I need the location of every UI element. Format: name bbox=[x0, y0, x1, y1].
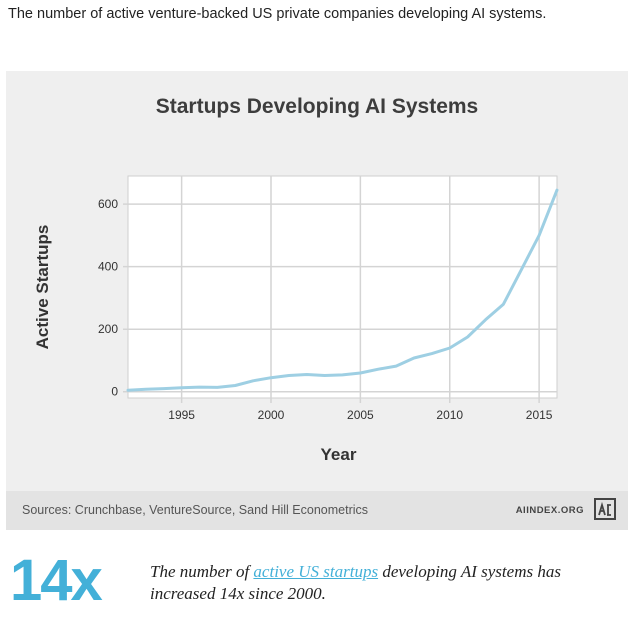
chart-title: Startups Developing AI Systems bbox=[155, 95, 479, 118]
series-line bbox=[126, 188, 559, 392]
y-tick-label: 200 bbox=[98, 322, 118, 336]
ai-index-logo-icon bbox=[594, 498, 616, 520]
y-axis-title: Active Startups bbox=[33, 225, 52, 350]
chart-footer: Sources: Crunchbase, VentureSource, Sand… bbox=[6, 491, 628, 530]
y-tick-label: 400 bbox=[98, 260, 118, 274]
stat-text-before: The number of bbox=[150, 562, 254, 581]
x-tick-label: 1995 bbox=[168, 408, 195, 422]
chart-card: Startups Developing AI Systems 1995 2000 2… bbox=[6, 71, 628, 530]
x-tick-label: 2000 bbox=[258, 408, 285, 422]
stat-description: The number of active US startups develop… bbox=[150, 561, 570, 605]
stat-value: 14x bbox=[10, 548, 103, 613]
brand-text: AIINDEX.ORG bbox=[515, 505, 584, 516]
y-tick-label: 600 bbox=[98, 197, 118, 211]
x-axis-title: Year bbox=[321, 445, 357, 464]
x-tick-label: 2010 bbox=[436, 408, 463, 422]
x-tick-label: 2015 bbox=[526, 408, 553, 422]
stat-text-after: developing AI systems has increased 14x … bbox=[150, 562, 561, 603]
page-caption: The number of active venture-backed US p… bbox=[8, 6, 547, 22]
active-us-startups-link[interactable]: active US startups bbox=[253, 562, 379, 581]
plot-area bbox=[127, 175, 558, 399]
sources-text: Sources: Crunchbase, VentureSource, Sand… bbox=[22, 503, 369, 517]
x-tick-label: 2005 bbox=[347, 408, 374, 422]
y-tick-label: 0 bbox=[111, 385, 118, 399]
line-chart: 1995 2000 2005 2010 2015 0 200 400 600 Year Active… bbox=[33, 175, 559, 464]
